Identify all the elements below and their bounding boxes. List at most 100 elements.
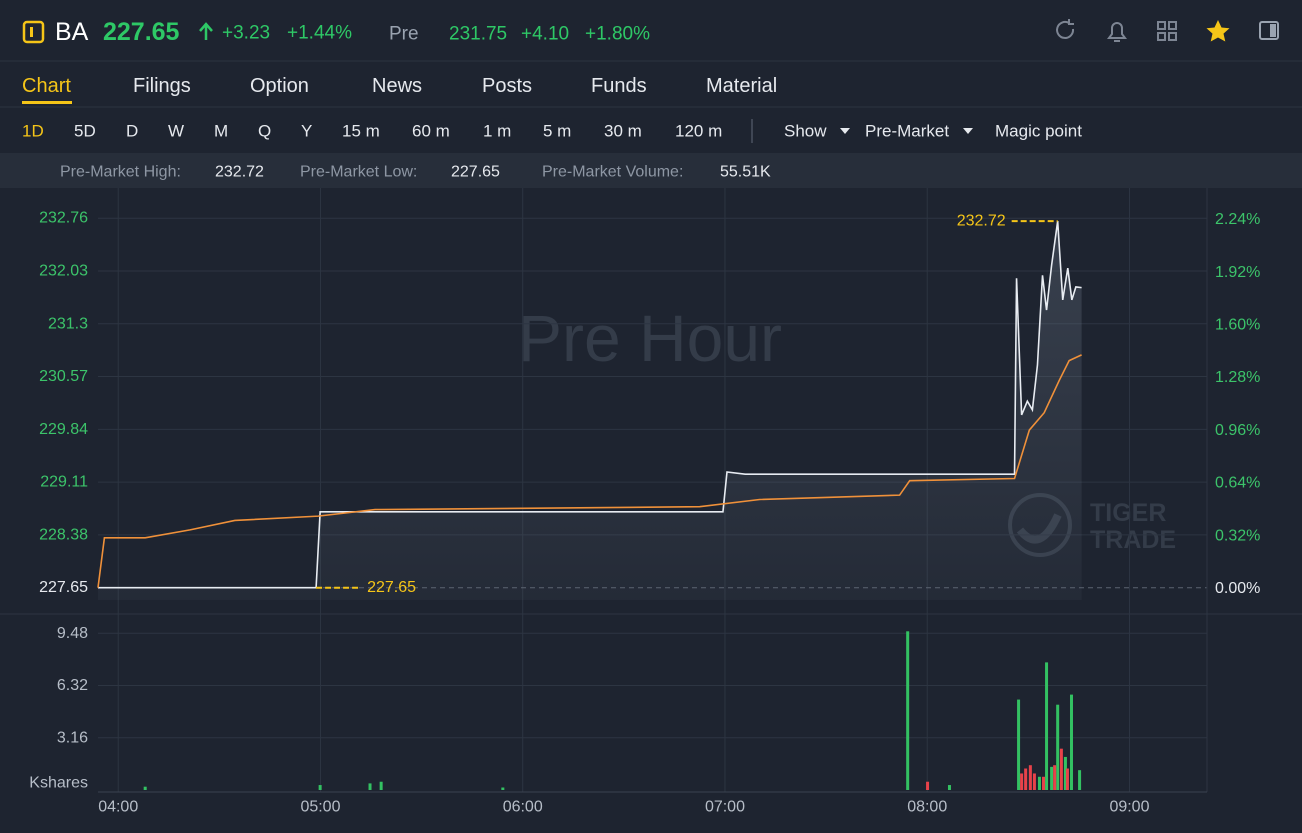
y-tick-label: 231.3 (48, 315, 88, 332)
volume-bar (1050, 766, 1054, 790)
x-tick-label: 06:00 (503, 799, 543, 816)
y2-tick-label: 0.00% (1215, 580, 1260, 597)
period[interactable]: W (168, 122, 184, 141)
up-arrow (199, 22, 213, 40)
y-tick-label: 229.84 (39, 421, 88, 438)
volume-bar (947, 785, 951, 790)
symbol-icon (22, 20, 45, 44)
y-tick-label: 232.76 (39, 210, 88, 227)
symbol-icon (30, 27, 33, 37)
volume-bar (1017, 699, 1021, 790)
session: Pre (389, 24, 419, 45)
session-change-pct: +1.80% (585, 24, 650, 45)
tab[interactable]: Chart (22, 75, 71, 97)
tab[interactable]: News (372, 75, 422, 97)
grid-icon[interactable] (1157, 21, 1177, 41)
price: 227.65 (103, 18, 180, 46)
menu[interactable]: Pre-Market (865, 122, 949, 141)
stat-value: 227.65 (451, 164, 500, 181)
y-tick-label: 9.48 (57, 625, 88, 642)
volume-bar (1020, 773, 1024, 790)
change-pct: +1.44% (287, 23, 352, 44)
panel-icon (1270, 24, 1276, 37)
volume-bar (1059, 748, 1063, 790)
volume-bar (1078, 770, 1082, 790)
tab[interactable]: Posts (482, 75, 532, 97)
panel-icon[interactable] (1259, 21, 1279, 40)
volume-bar (501, 787, 505, 790)
volume-bar (1045, 662, 1049, 790)
y2-tick-label: 2.24% (1215, 211, 1260, 228)
stat-value: 55.51K (720, 164, 771, 181)
stats: Pre-Market High: 232.72 Pre-Market Low: 227… (60, 164, 771, 181)
period[interactable]: 5 m (543, 122, 571, 141)
session-change: +4.10 (521, 24, 569, 45)
x-tick-label: 05:00 (300, 799, 340, 816)
y2-tick-label: 1.28% (1215, 369, 1260, 386)
symbol: BA (55, 18, 89, 46)
period[interactable]: 15 m (342, 122, 380, 141)
volume-bar (368, 783, 372, 790)
tab[interactable]: Option (250, 75, 309, 97)
period[interactable]: 60 m (412, 122, 450, 141)
x-tick-label: 04:00 (98, 799, 138, 816)
bell-icon[interactable] (1107, 22, 1127, 42)
logo-text: TRADE (1090, 526, 1176, 554)
y-tick-label: 227.65 (39, 579, 88, 596)
change: +3.23 (222, 23, 270, 44)
volume-bar (1056, 704, 1060, 790)
stats-bar (0, 153, 1302, 188)
period[interactable]: 30 m (604, 122, 642, 141)
volume-bar (906, 631, 910, 790)
volume-bar (1032, 773, 1036, 790)
tab[interactable]: Material (706, 75, 777, 97)
period[interactable]: Q (258, 122, 271, 141)
tab-underline (22, 101, 72, 104)
y2-tick-label: 1.92% (1215, 264, 1260, 281)
refresh-icon[interactable] (1056, 19, 1075, 39)
y-tick-label: 3.16 (57, 729, 88, 746)
volume-bar (1024, 768, 1028, 790)
periods: 1D 5D D W M Q Y 15 m 60 m 1 m 5 m 30 m 120 m Show Pre-… (22, 122, 1082, 141)
y-tick-label: 230.57 (39, 368, 88, 385)
stat-label: Pre-Market Low: (300, 164, 417, 181)
price-line (97, 354, 1082, 588)
period[interactable]: 1 m (483, 122, 511, 141)
tab[interactable]: Filings (133, 75, 191, 97)
menu[interactable]: Magic point (995, 122, 1082, 141)
annotation: 232.72 (957, 213, 1006, 230)
y-tick-label: 6.32 (57, 677, 88, 694)
volume-bar (379, 781, 383, 790)
watermark: Pre Hour (518, 301, 782, 375)
x-tick-label: 08:00 (907, 799, 947, 816)
volume-bar (1028, 765, 1032, 790)
volume-bar (1063, 756, 1067, 790)
volume-bar (318, 785, 322, 790)
period[interactable]: 5D (74, 122, 96, 141)
volume-bar (1069, 694, 1073, 790)
stat-label: Pre-Market Volume: (542, 164, 683, 181)
logo-text: TIGER (1090, 499, 1166, 527)
period[interactable]: 120 m (675, 122, 722, 141)
price-line (98, 220, 1082, 589)
y2-tick-label: 0.32% (1215, 527, 1260, 544)
period[interactable]: D (126, 122, 138, 141)
stat-label: Pre-Market High: (60, 164, 181, 181)
volume-bar (143, 786, 147, 790)
area (98, 221, 1082, 600)
x-tick-label: 09:00 (1109, 799, 1149, 816)
menu[interactable]: Show (784, 122, 827, 141)
period[interactable]: Y (301, 122, 312, 141)
period[interactable]: 1D (22, 122, 44, 141)
y2-tick-label: 0.64% (1215, 475, 1260, 492)
tabs: Chart Filings Option News Posts Funds Material (22, 75, 777, 104)
tab[interactable]: Funds (591, 75, 647, 97)
y-axis-label: Kshares (29, 775, 88, 792)
star-icon[interactable] (1206, 20, 1230, 42)
volume-bar (1065, 768, 1069, 790)
period[interactable]: M (214, 122, 228, 141)
